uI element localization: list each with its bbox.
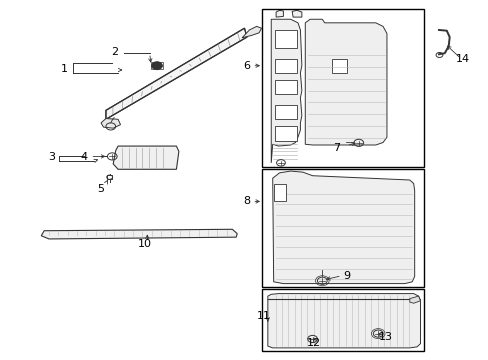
- Polygon shape: [409, 296, 420, 303]
- Text: 11: 11: [256, 311, 270, 321]
- Polygon shape: [267, 294, 420, 348]
- Bar: [261, 289, 424, 351]
- Bar: [261, 169, 424, 287]
- Polygon shape: [274, 126, 296, 141]
- Text: 1: 1: [61, 64, 68, 73]
- Text: 6: 6: [243, 61, 249, 71]
- Circle shape: [151, 62, 162, 69]
- Polygon shape: [274, 105, 296, 119]
- Text: 8: 8: [243, 197, 249, 206]
- Polygon shape: [274, 30, 296, 48]
- Text: 10: 10: [138, 239, 151, 249]
- Polygon shape: [331, 59, 346, 73]
- Bar: [261, 9, 424, 167]
- Polygon shape: [276, 10, 283, 17]
- Polygon shape: [272, 171, 414, 284]
- Text: 7: 7: [333, 143, 340, 153]
- Polygon shape: [106, 28, 246, 119]
- Text: 3: 3: [48, 153, 55, 162]
- Polygon shape: [242, 26, 261, 38]
- Polygon shape: [273, 184, 285, 202]
- Text: 13: 13: [378, 332, 392, 342]
- Polygon shape: [274, 59, 296, 73]
- Polygon shape: [101, 118, 120, 128]
- Text: 9: 9: [343, 271, 349, 281]
- Polygon shape: [291, 10, 301, 17]
- Text: 4: 4: [81, 153, 87, 162]
- Polygon shape: [305, 19, 386, 145]
- Text: 5: 5: [98, 184, 104, 194]
- Polygon shape: [274, 80, 296, 94]
- Polygon shape: [41, 229, 237, 239]
- Polygon shape: [271, 19, 301, 163]
- Text: 2: 2: [110, 47, 118, 57]
- Text: 12: 12: [306, 338, 321, 347]
- Text: 14: 14: [455, 54, 469, 64]
- Polygon shape: [113, 146, 179, 169]
